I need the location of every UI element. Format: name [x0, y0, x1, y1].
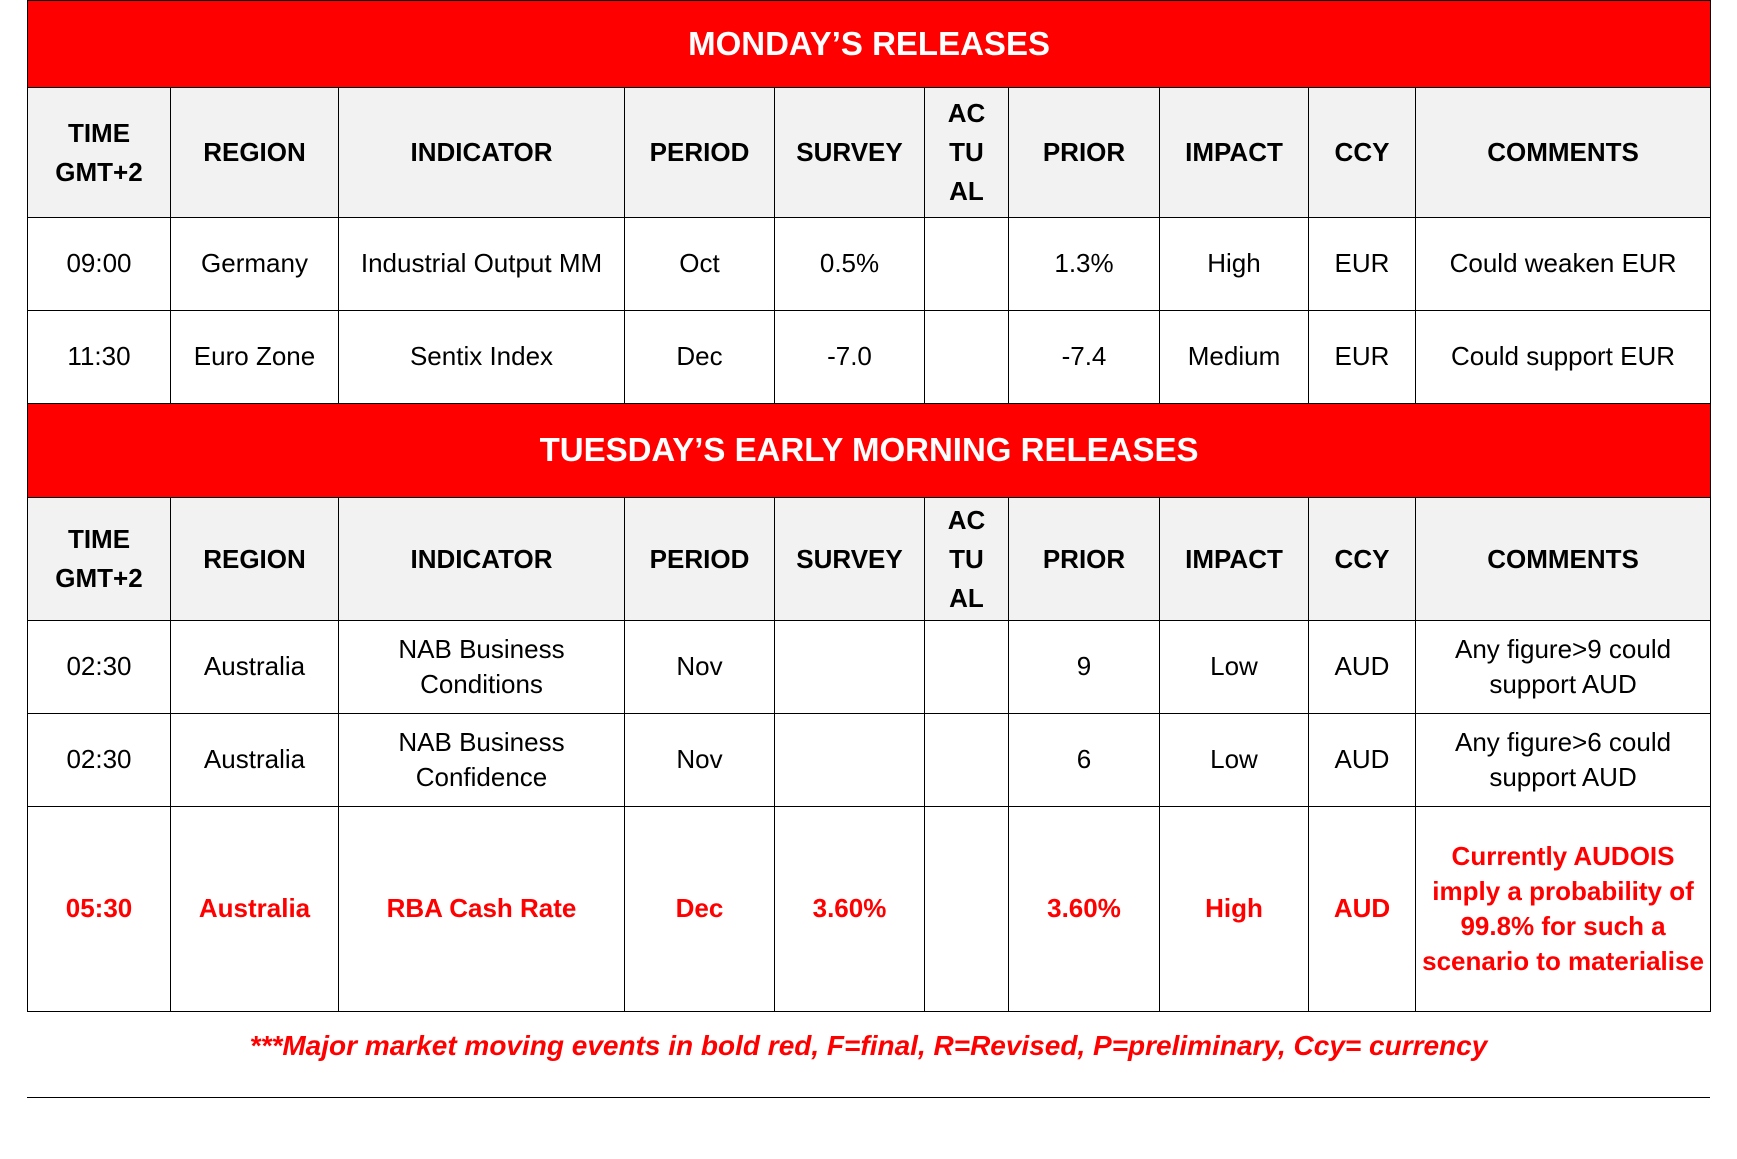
cell-actual: [924, 620, 1009, 714]
table-row: 05:30 Australia RBA Cash Rate Dec 3.60% 3.60%…: [27, 806, 1712, 1012]
table-row: 09:00 Germany Industrial Output MM Oct 0.5% 1…: [27, 217, 1712, 311]
column-header-time: TIME GMT+2: [27, 87, 171, 218]
column-header-period: PERIOD: [624, 497, 775, 621]
cell-prior: 1.3%: [1008, 217, 1160, 311]
cell-ccy: EUR: [1308, 217, 1416, 311]
cell-survey: 3.60%: [774, 806, 925, 1012]
cell-time: 02:30: [27, 713, 171, 807]
column-header-period: PERIOD: [624, 87, 775, 218]
table-row: 02:30 Australia NAB Business Conditions Nov…: [27, 620, 1712, 714]
cell-time: 11:30: [27, 310, 171, 404]
cell-impact: Low: [1159, 620, 1309, 714]
cell-region: Germany: [170, 217, 339, 311]
cell-indicator: Industrial Output MM: [338, 217, 625, 311]
column-header-prior: PRIOR: [1008, 497, 1160, 621]
cell-prior: 3.60%: [1008, 806, 1160, 1012]
cell-ccy: AUD: [1308, 620, 1416, 714]
column-header-prior: PRIOR: [1008, 87, 1160, 218]
cell-period: Nov: [624, 620, 775, 714]
cell-actual: [924, 310, 1009, 404]
cell-indicator: Sentix Index: [338, 310, 625, 404]
column-header-survey: SURVEY: [774, 497, 925, 621]
cell-indicator: RBA Cash Rate: [338, 806, 625, 1012]
table-row: 11:30 Euro Zone Sentix Index Dec -7.0 -7.4 Med…: [27, 310, 1712, 404]
table-row: 02:30 Australia NAB Business Confidence Nov…: [27, 713, 1712, 807]
cell-period: Dec: [624, 310, 775, 404]
column-header-ccy: CCY: [1308, 87, 1416, 218]
column-header-actual: AC TU AL: [924, 497, 1009, 621]
cell-actual: [924, 713, 1009, 807]
divider: [27, 1097, 1710, 1098]
monday-banner: MONDAY’S RELEASES: [26, 0, 1712, 88]
cell-impact: Medium: [1159, 310, 1309, 404]
cell-actual: [924, 217, 1009, 311]
cell-impact: High: [1159, 806, 1309, 1012]
cell-indicator: NAB Business Conditions: [338, 620, 625, 714]
cell-indicator: NAB Business Confidence: [338, 713, 625, 807]
cell-region: Euro Zone: [170, 310, 339, 404]
tuesday-banner: TUESDAY’S EARLY MORNING RELEASES: [26, 403, 1712, 498]
column-header-impact: IMPACT: [1159, 497, 1309, 621]
cell-comments: Any figure>6 could support AUD: [1414, 713, 1712, 807]
cell-region: Australia: [170, 806, 339, 1012]
column-header-survey: SURVEY: [774, 87, 925, 218]
cell-survey: [774, 620, 925, 714]
cell-comments: Currently AUDOIS imply a probability of …: [1414, 806, 1712, 1012]
cell-comments: Could weaken EUR: [1414, 217, 1712, 311]
cell-time: 02:30: [27, 620, 171, 714]
column-header-comments: COMMENTS: [1414, 497, 1712, 621]
column-header-indicator: INDICATOR: [338, 497, 625, 621]
cell-comments: Any figure>9 could support AUD: [1414, 620, 1712, 714]
cell-survey: -7.0: [774, 310, 925, 404]
cell-actual: [924, 806, 1009, 1012]
column-header-ccy: CCY: [1308, 497, 1416, 621]
cell-period: Oct: [624, 217, 775, 311]
column-header-region: REGION: [170, 497, 339, 621]
column-header-time: TIME GMT+2: [27, 497, 171, 621]
cell-period: Dec: [624, 806, 775, 1012]
header-row: TIME GMT+2 REGION INDICATOR PERIOD SURVEY AC …: [27, 497, 1712, 621]
cell-ccy: AUD: [1308, 713, 1416, 807]
economic-calendar-table: MONDAY’S RELEASES TIME GMT+2 REGION INDICAT…: [26, 0, 1712, 1012]
cell-time: 05:30: [27, 806, 171, 1012]
footnote: ***Major market moving events in bold re…: [249, 1030, 1488, 1061]
cell-prior: 9: [1008, 620, 1160, 714]
cell-ccy: EUR: [1308, 310, 1416, 404]
column-header-indicator: INDICATOR: [338, 87, 625, 218]
column-header-impact: IMPACT: [1159, 87, 1309, 218]
cell-comments: Could support EUR: [1414, 310, 1712, 404]
cell-survey: [774, 713, 925, 807]
cell-impact: Low: [1159, 713, 1309, 807]
cell-survey: 0.5%: [774, 217, 925, 311]
column-header-actual: AC TU AL: [924, 87, 1009, 218]
column-header-comments: COMMENTS: [1414, 87, 1712, 218]
header-row: TIME GMT+2 REGION INDICATOR PERIOD SURVEY AC …: [27, 87, 1712, 218]
section-title: MONDAY’S RELEASES: [26, 0, 1712, 88]
cell-period: Nov: [624, 713, 775, 807]
cell-ccy: AUD: [1308, 806, 1416, 1012]
section-title: TUESDAY’S EARLY MORNING RELEASES: [26, 403, 1712, 498]
column-header-region: REGION: [170, 87, 339, 218]
cell-time: 09:00: [27, 217, 171, 311]
cell-prior: 6: [1008, 713, 1160, 807]
cell-region: Australia: [170, 620, 339, 714]
cell-region: Australia: [170, 713, 339, 807]
cell-prior: -7.4: [1008, 310, 1160, 404]
cell-impact: High: [1159, 217, 1309, 311]
